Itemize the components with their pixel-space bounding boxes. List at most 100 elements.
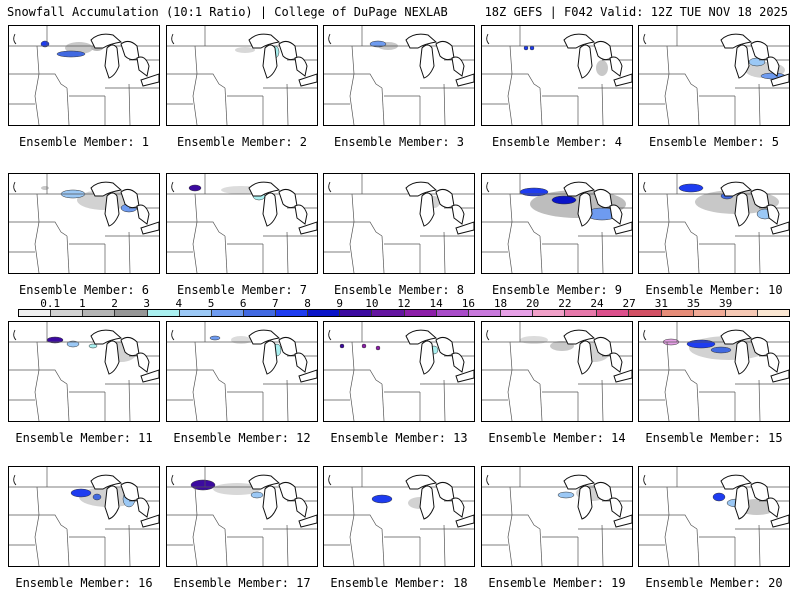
snowfall-area <box>678 183 704 193</box>
ensemble-member-map-12 <box>166 321 318 422</box>
legend-swatch <box>308 310 341 316</box>
legend-swatch <box>19 310 52 316</box>
ensemble-member-map-7 <box>166 173 318 274</box>
legend-value: 22 <box>558 297 572 310</box>
legend-value: 20 <box>526 297 540 310</box>
snowfall-area <box>190 479 216 491</box>
ensemble-member-label: Ensemble Member: 20 <box>645 576 783 590</box>
legend-swatch <box>340 310 373 316</box>
ensemble-member-map-9 <box>481 173 633 274</box>
legend-swatch <box>725 310 758 316</box>
member-map-svg <box>324 322 474 421</box>
member-map-svg <box>324 174 474 273</box>
ensemble-member-label: Ensemble Member: 10 <box>645 283 783 297</box>
ensemble-member-label: Ensemble Member: 11 <box>15 431 153 445</box>
ensemble-member-map-3 <box>323 25 475 126</box>
snowfall-area <box>339 343 345 349</box>
snowfall-area <box>375 345 381 351</box>
ensemble-member-label: Ensemble Member: 9 <box>491 283 623 297</box>
ensemble-member-label: Ensemble Member: 15 <box>645 431 783 445</box>
ensemble-member-label: Ensemble Member: 13 <box>330 431 468 445</box>
member-map-svg <box>482 26 632 125</box>
legend-swatch <box>147 310 180 316</box>
snowfall-area <box>88 343 98 349</box>
ensemble-member-map-11 <box>8 321 160 422</box>
legend-value: 8 <box>304 297 311 310</box>
ensemble-member-label: Ensemble Member: 16 <box>15 576 153 590</box>
snowfall-area <box>188 184 202 192</box>
ensemble-member-label: Ensemble Member: 17 <box>173 576 311 590</box>
ensemble-member-map-5 <box>638 25 790 126</box>
legend-value: 1 <box>79 297 86 310</box>
legend-value: 2 <box>111 297 118 310</box>
ensemble-member-label: Ensemble Member: 5 <box>648 135 780 149</box>
ensemble-member-map-13 <box>323 321 475 422</box>
chart-title: Snowfall Accumulation (10:1 Ratio) | Col… <box>7 5 448 19</box>
ensemble-member-label: Ensemble Member: 6 <box>18 283 150 297</box>
member-map-svg <box>167 467 317 566</box>
snowfall-area <box>41 186 49 190</box>
snowfall-area <box>520 336 548 344</box>
snowfall-area <box>231 336 251 344</box>
legend-swatch <box>115 310 148 316</box>
snowfall-area <box>371 494 393 504</box>
legend-value: 24 <box>590 297 604 310</box>
legend-value: 7 <box>272 297 279 310</box>
snowfall-area <box>235 47 255 53</box>
snowfall-area <box>213 483 261 495</box>
legend-swatch <box>693 310 726 316</box>
member-map-svg <box>167 174 317 273</box>
member-map-svg <box>639 322 789 421</box>
legend-value: 27 <box>622 297 636 310</box>
legend-value: 14 <box>429 297 443 310</box>
snowfall-area <box>710 346 732 354</box>
snowfall-color-legend: 0.1 1 2 3 4 5 6 7 8 9 10 12 14 16 18 20 22 24 27 31 35 39 <box>11 297 790 319</box>
snowfall-area <box>209 335 221 341</box>
legend-value: 35 <box>686 297 701 310</box>
snowfall-area <box>77 190 133 210</box>
legend-swatch <box>404 310 437 316</box>
member-map-svg <box>9 174 159 273</box>
legend-value: 5 <box>207 297 215 310</box>
legend-value: 31 <box>654 297 668 310</box>
member-map-svg <box>324 26 474 125</box>
snowfall-area <box>596 60 608 76</box>
ensemble-member-map-4 <box>481 25 633 126</box>
member-map-svg <box>324 467 474 566</box>
legend-color-bar <box>18 309 790 317</box>
snowfall-area <box>56 50 86 58</box>
snowfall-area <box>361 343 367 349</box>
legend-value: 16 <box>461 297 475 310</box>
ensemble-member-map-15 <box>638 321 790 422</box>
legend-swatch <box>597 310 630 316</box>
legend-value: 10 <box>365 297 379 310</box>
legend-values: 0.1 1 2 3 4 5 6 7 8 9 10 12 14 16 18 20 22 24 27 31 35 39 <box>11 297 787 310</box>
snowfall-area <box>712 492 726 502</box>
legend-value: 12 <box>397 297 411 310</box>
ensemble-member-map-18 <box>323 466 475 567</box>
snowfall-area <box>70 488 92 498</box>
ensemble-member-map-6 <box>8 173 160 274</box>
legend-swatch <box>211 310 244 316</box>
ensemble-member-label: Ensemble Member: 7 <box>176 283 308 297</box>
legend-swatch <box>757 310 789 316</box>
ensemble-member-label: Ensemble Member: 4 <box>491 135 623 149</box>
legend-swatch <box>533 310 566 316</box>
ensemble-member-map-14 <box>481 321 633 422</box>
ensemble-member-label: Ensemble Member: 12 <box>173 431 311 445</box>
member-map-svg <box>639 467 789 566</box>
ensemble-member-label: Ensemble Member: 18 <box>330 576 468 590</box>
legend-value: 3 <box>143 297 150 310</box>
ensemble-member-label: Ensemble Member: 1 <box>18 135 150 149</box>
legend-value: 9 <box>336 297 343 310</box>
ensemble-member-map-2 <box>166 25 318 126</box>
member-map-svg <box>639 26 789 125</box>
legend-swatch <box>179 310 212 316</box>
legend-swatch <box>276 310 309 316</box>
ensemble-member-map-19 <box>481 466 633 567</box>
ensemble-member-map-16 <box>8 466 160 567</box>
ensemble-member-map-1 <box>8 25 160 126</box>
ensemble-member-label: Ensemble Member: 19 <box>488 576 626 590</box>
snowfall-area <box>250 491 264 499</box>
snowfall-area <box>519 187 549 197</box>
